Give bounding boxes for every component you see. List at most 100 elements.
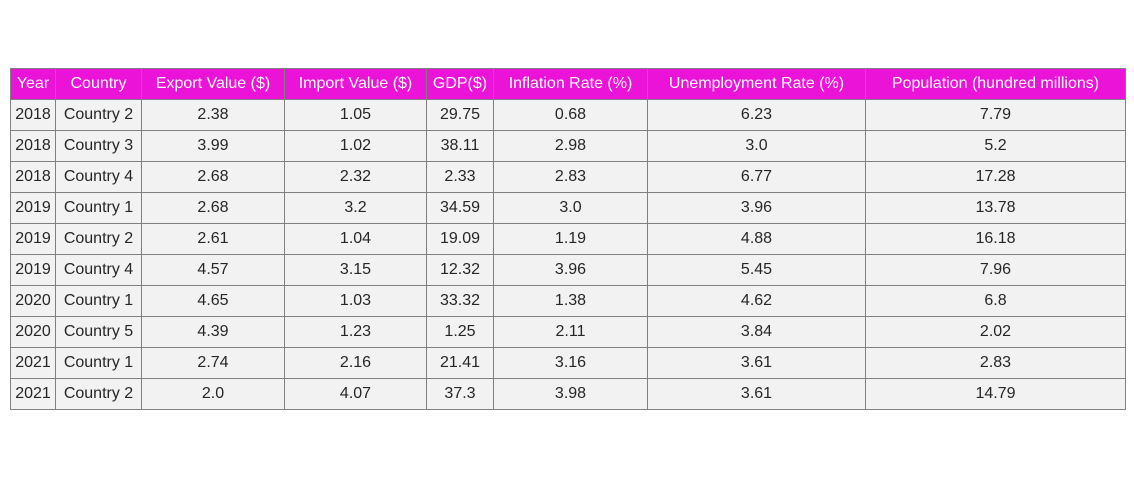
table-cell: Country 5	[55, 316, 142, 348]
table-cell: 2021	[10, 378, 56, 410]
table-row: 2021 Country 2 2.0 4.07 37.3 3.98 3.61 14.79	[10, 378, 1126, 410]
table-cell: 19.09	[426, 223, 494, 255]
table-cell: Country 1	[55, 192, 142, 224]
table-cell: 3.2	[284, 192, 427, 224]
table-cell: 1.03	[284, 285, 427, 317]
header-row: Year Country Export Value ($) Import Value …	[10, 68, 1126, 100]
table-cell: Country 3	[55, 130, 142, 162]
column-header: GDP($)	[426, 68, 494, 100]
table-cell: 4.88	[647, 223, 866, 255]
table-cell: 2.11	[493, 316, 648, 348]
table-cell: 14.79	[865, 378, 1126, 410]
table-cell: 6.77	[647, 161, 866, 193]
table-header: Year Country Export Value ($) Import Value …	[10, 68, 1126, 100]
table-cell: Country 4	[55, 161, 142, 193]
table-cell: 2.32	[284, 161, 427, 193]
table-row: 2021 Country 1 2.74 2.16 21.41 3.16 3.61 2.83	[10, 347, 1126, 379]
table-cell: Country 2	[55, 99, 142, 131]
table-cell: Country 1	[55, 285, 142, 317]
table-cell: 4.65	[141, 285, 285, 317]
table-cell: 2.83	[865, 347, 1126, 379]
table-cell: 3.99	[141, 130, 285, 162]
table-cell: 4.62	[647, 285, 866, 317]
table-cell: 3.0	[493, 192, 648, 224]
table-container: Year Country Export Value ($) Import Value …	[10, 68, 1126, 410]
table-cell: 2018	[10, 130, 56, 162]
table-cell: 6.8	[865, 285, 1126, 317]
table-cell: 4.39	[141, 316, 285, 348]
table-cell: 3.0	[647, 130, 866, 162]
table-cell: 2.02	[865, 316, 1126, 348]
table-cell: 38.11	[426, 130, 494, 162]
table-cell: 1.38	[493, 285, 648, 317]
column-header: Country	[55, 68, 142, 100]
table-cell: 7.96	[865, 254, 1126, 286]
table-cell: 2.61	[141, 223, 285, 255]
table-row: 2018 Country 2 2.38 1.05 29.75 0.68 6.23 7.79	[10, 99, 1126, 131]
table-cell: 2018	[10, 161, 56, 193]
table-cell: 17.28	[865, 161, 1126, 193]
table-cell: 21.41	[426, 347, 494, 379]
table-cell: 2018	[10, 99, 56, 131]
table-cell: 2.38	[141, 99, 285, 131]
table-cell: Country 1	[55, 347, 142, 379]
table-cell: 3.16	[493, 347, 648, 379]
table-cell: 1.25	[426, 316, 494, 348]
table-cell: Country 2	[55, 223, 142, 255]
table-cell: 5.45	[647, 254, 866, 286]
table-cell: 7.79	[865, 99, 1126, 131]
table-cell: 1.05	[284, 99, 427, 131]
table-cell: 1.04	[284, 223, 427, 255]
table-row: 2018 Country 3 3.99 1.02 38.11 2.98 3.0 5.2	[10, 130, 1126, 162]
table-cell: 2.68	[141, 161, 285, 193]
column-header: Year	[10, 68, 56, 100]
table-cell: 4.07	[284, 378, 427, 410]
data-table: Year Country Export Value ($) Import Value …	[10, 68, 1126, 410]
table-cell: 13.78	[865, 192, 1126, 224]
column-header: Export Value ($)	[141, 68, 285, 100]
table-cell: 3.96	[647, 192, 866, 224]
table-row: 2019 Country 4 4.57 3.15 12.32 3.96 5.45 7.96	[10, 254, 1126, 286]
table-cell: Country 4	[55, 254, 142, 286]
table-row: 2019 Country 2 2.61 1.04 19.09 1.19 4.88 16.18	[10, 223, 1126, 255]
table-cell: 33.32	[426, 285, 494, 317]
table-body: 2018 Country 2 2.38 1.05 29.75 0.68 6.23 7.79 20…	[10, 99, 1126, 410]
table-cell: 2.74	[141, 347, 285, 379]
table-cell: 34.59	[426, 192, 494, 224]
table-cell: 12.32	[426, 254, 494, 286]
table-cell: 2.83	[493, 161, 648, 193]
table-cell: 37.3	[426, 378, 494, 410]
table-cell: 2019	[10, 254, 56, 286]
table-cell: 3.15	[284, 254, 427, 286]
table-cell: 2.98	[493, 130, 648, 162]
column-header: Import Value ($)	[284, 68, 427, 100]
column-header: Population (hundred millions)	[865, 68, 1126, 100]
table-cell: 3.84	[647, 316, 866, 348]
table-cell: 3.61	[647, 378, 866, 410]
table-cell: Country 2	[55, 378, 142, 410]
table-cell: 3.61	[647, 347, 866, 379]
table-cell: 2020	[10, 316, 56, 348]
table-cell: 2.16	[284, 347, 427, 379]
table-row: 2019 Country 1 2.68 3.2 34.59 3.0 3.96 13.78	[10, 192, 1126, 224]
table-cell: 2.33	[426, 161, 494, 193]
table-cell: 29.75	[426, 99, 494, 131]
table-cell: 2019	[10, 223, 56, 255]
table-cell: 1.02	[284, 130, 427, 162]
table-cell: 2.68	[141, 192, 285, 224]
column-header: Unemployment Rate (%)	[647, 68, 866, 100]
table-cell: 2021	[10, 347, 56, 379]
table-cell: 2019	[10, 192, 56, 224]
table-cell: 2020	[10, 285, 56, 317]
table-cell: 3.98	[493, 378, 648, 410]
table-cell: 1.23	[284, 316, 427, 348]
table-cell: 3.96	[493, 254, 648, 286]
table-cell: 1.19	[493, 223, 648, 255]
column-header: Inflation Rate (%)	[493, 68, 648, 100]
table-cell: 16.18	[865, 223, 1126, 255]
table-cell: 6.23	[647, 99, 866, 131]
table-row: 2018 Country 4 2.68 2.32 2.33 2.83 6.77 17.28	[10, 161, 1126, 193]
table-cell: 4.57	[141, 254, 285, 286]
table-row: 2020 Country 1 4.65 1.03 33.32 1.38 4.62 6.8	[10, 285, 1126, 317]
table-cell: 2.0	[141, 378, 285, 410]
